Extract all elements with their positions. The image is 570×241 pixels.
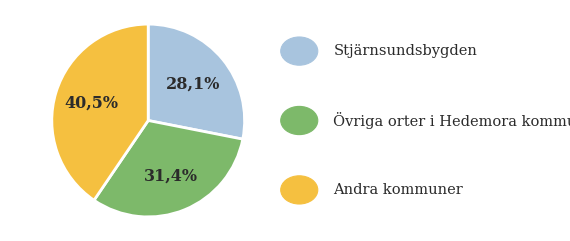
Text: Övriga orter i Hedemora kommun: Övriga orter i Hedemora kommun	[333, 112, 570, 129]
Text: Andra kommuner: Andra kommuner	[333, 183, 463, 197]
Wedge shape	[52, 24, 148, 200]
Text: 40,5%: 40,5%	[64, 94, 118, 111]
Text: 31,4%: 31,4%	[144, 167, 198, 184]
Circle shape	[281, 176, 318, 204]
Circle shape	[281, 107, 318, 134]
Wedge shape	[94, 120, 243, 217]
Text: Stjärnsundsbygden: Stjärnsundsbygden	[333, 44, 477, 58]
Text: 28,1%: 28,1%	[166, 75, 220, 92]
Circle shape	[281, 37, 318, 65]
Wedge shape	[148, 24, 245, 139]
